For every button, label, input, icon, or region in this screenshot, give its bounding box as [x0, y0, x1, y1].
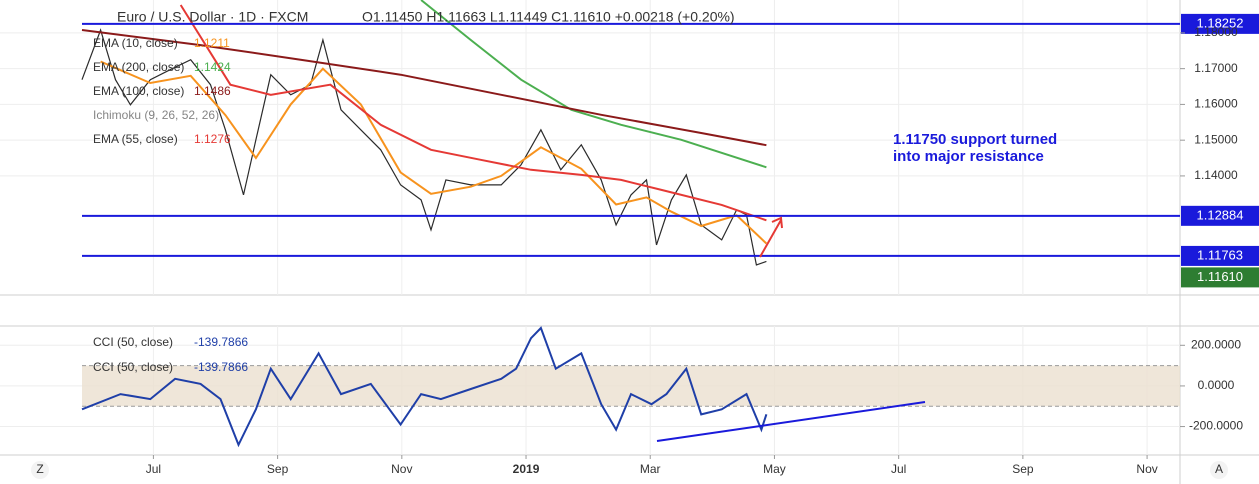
- x-tick-label: Mar: [640, 462, 661, 476]
- legend-value: 1.1486: [194, 84, 231, 98]
- arrow: [759, 216, 783, 258]
- x-tick-label: Jul: [146, 462, 161, 476]
- icon-label[interactable]: Z: [36, 462, 43, 476]
- level-tag: [1181, 245, 1259, 266]
- legend-label: CCI (50, close): [93, 335, 173, 349]
- x-tick-label: Sep: [1012, 462, 1034, 476]
- y-tick-label: 1.18000: [1194, 25, 1238, 39]
- pane: [0, 326, 1180, 455]
- legend-label: EMA (200, close): [93, 60, 184, 74]
- level-label: 1.12884: [1197, 207, 1244, 222]
- series-line: [179, 4, 767, 222]
- x-tick-label: Jul: [891, 462, 906, 476]
- y-tick-label: 0.0000: [1198, 378, 1235, 392]
- icon[interactable]: [31, 461, 49, 479]
- trend-line: [656, 401, 926, 442]
- x-tick-label: Nov: [391, 462, 412, 476]
- series-line: [420, 0, 767, 169]
- legend-label: CCI (50, close): [93, 360, 173, 374]
- y-tick-label: 1.15000: [1194, 132, 1238, 146]
- layers: [0, 0, 1180, 455]
- series-line: [81, 326, 768, 448]
- chart-title: Euro / U.S. Dollar · 1D · FXCM: [117, 9, 308, 25]
- y-tick-label: 1.14000: [1194, 168, 1238, 182]
- level-tag: [1181, 205, 1259, 226]
- pane: [0, 0, 1180, 295]
- legend-value: 1.1211: [194, 36, 230, 50]
- series-line: [81, 28, 767, 266]
- legend-value: 1.1276: [194, 132, 231, 146]
- y-tick-label: -200.0000: [1189, 419, 1243, 433]
- series-line: [100, 60, 768, 245]
- y-tick-label: 200.0000: [1191, 337, 1241, 351]
- legend-value: -139.7866: [194, 335, 248, 349]
- level-tag: [1181, 13, 1259, 34]
- annotation: into major resistance: [893, 148, 1044, 165]
- level-label: 1.11763: [1197, 247, 1243, 262]
- icon[interactable]: [1210, 461, 1228, 479]
- y-tick-label: 1.17000: [1194, 61, 1238, 75]
- level-label: 1.18252: [1197, 15, 1244, 30]
- price-label: 1.11610: [1197, 269, 1243, 284]
- legend-label: EMA (10, close): [93, 36, 178, 50]
- x-tick-label: May: [763, 462, 786, 476]
- x-tick-label: 2019: [513, 462, 540, 476]
- legend-label: EMA (100, close): [93, 84, 184, 98]
- y-tick-label: 1.16000: [1194, 97, 1238, 111]
- series-line: [81, 29, 767, 147]
- legend-value: 1.1424: [194, 60, 231, 74]
- legend-value: -139.7866: [194, 360, 248, 374]
- price-tag: [1181, 267, 1259, 288]
- icon-label[interactable]: A: [1215, 462, 1223, 476]
- overlay: 1.18252 1.12884 1.11763 1.11610 1.11750 supp…: [93, 9, 1259, 374]
- legend-label: Ichimoku (9, 26, 52, 26): [93, 108, 219, 122]
- annotation: 1.11750 support turned: [893, 131, 1057, 148]
- legend-label: EMA (55, close): [93, 132, 178, 146]
- x-tick-label: Sep: [267, 462, 289, 476]
- x-tick-label: Nov: [1136, 462, 1157, 476]
- ohlc: O1.11450 H1.11663 L1.11449 C1.11610 +0.0…: [362, 9, 735, 25]
